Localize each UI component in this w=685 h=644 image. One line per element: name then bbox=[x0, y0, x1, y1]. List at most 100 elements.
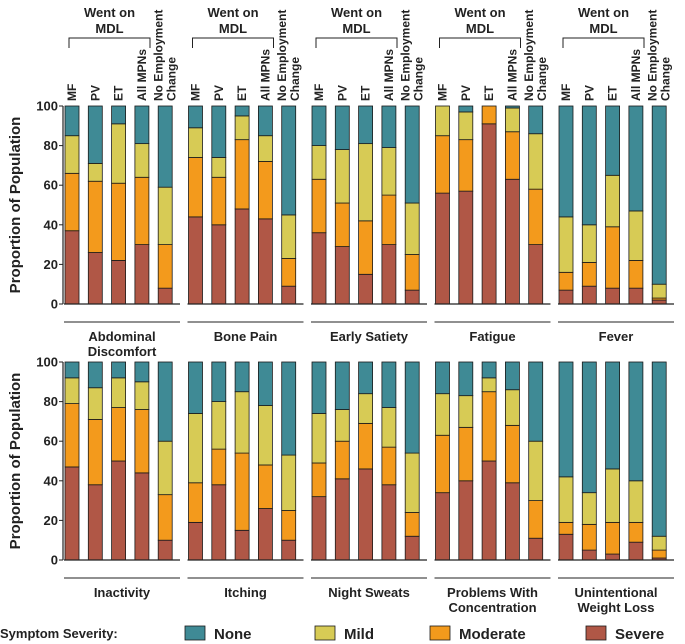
bar-severe-segment bbox=[358, 468, 374, 561]
bar-moderate-segment bbox=[281, 258, 297, 287]
bar-moderate-segment bbox=[404, 512, 420, 537]
bar-severe-segment bbox=[134, 472, 150, 561]
group-header: Went on bbox=[207, 5, 258, 20]
bar-moderate-segment bbox=[528, 188, 544, 246]
bar-moderate-segment bbox=[481, 105, 497, 125]
group-header: Went on bbox=[84, 5, 135, 20]
panel-label: Early Satiety bbox=[330, 329, 409, 344]
category-label: MF bbox=[65, 84, 79, 101]
bar-none-segment bbox=[381, 361, 397, 408]
y-tick-label: 100 bbox=[36, 99, 58, 114]
bar-mild-segment bbox=[528, 440, 544, 502]
bar-none-segment bbox=[211, 361, 227, 402]
bar-none-segment bbox=[257, 105, 273, 137]
bar-mild-segment bbox=[311, 413, 327, 464]
bar-severe-segment bbox=[311, 496, 327, 561]
bar-moderate-segment bbox=[311, 462, 327, 498]
bar-moderate-segment bbox=[605, 226, 620, 289]
bar-none-segment bbox=[558, 361, 574, 478]
bar-moderate-segment bbox=[334, 440, 350, 480]
bar-mild-segment bbox=[334, 149, 350, 204]
bar-moderate-segment bbox=[628, 260, 644, 289]
bar-severe-segment bbox=[334, 478, 350, 561]
bar-none-segment bbox=[504, 105, 520, 109]
bar-severe-segment bbox=[458, 480, 474, 561]
category-label: PV bbox=[459, 85, 473, 101]
bar-severe-segment bbox=[87, 252, 103, 305]
bar-moderate-segment bbox=[188, 157, 203, 218]
y-tick-label: 0 bbox=[51, 297, 58, 312]
bar-none-segment bbox=[87, 105, 103, 164]
bar-none-segment bbox=[188, 361, 203, 414]
bar-none-segment bbox=[157, 105, 173, 188]
bar-mild-segment bbox=[64, 135, 80, 174]
bar-mild-segment bbox=[281, 214, 297, 259]
bar-moderate-segment bbox=[87, 180, 103, 253]
bar-severe-segment bbox=[64, 230, 80, 305]
category-label: Change bbox=[659, 57, 673, 101]
group-header: Went on bbox=[331, 5, 382, 20]
bar-none-segment bbox=[528, 361, 544, 442]
bar-severe-segment bbox=[157, 539, 173, 561]
bar-severe-segment bbox=[504, 178, 520, 305]
group-header: Went on bbox=[454, 5, 505, 20]
bar-severe-segment bbox=[234, 529, 250, 561]
category-label: ET bbox=[482, 85, 496, 101]
bar-mild-segment bbox=[157, 186, 173, 245]
bar-severe-segment bbox=[188, 216, 203, 305]
category-label: No Employment bbox=[399, 10, 413, 101]
bar-none-segment bbox=[651, 105, 667, 285]
bar-severe-segment bbox=[211, 484, 227, 561]
bar-none-segment bbox=[558, 105, 574, 218]
bar-moderate-segment bbox=[481, 391, 497, 462]
bar-mild-segment bbox=[558, 476, 574, 523]
bar-none-segment bbox=[628, 105, 644, 212]
bar-severe-segment bbox=[481, 460, 497, 561]
bar-moderate-segment bbox=[581, 523, 597, 551]
bar-moderate-segment bbox=[281, 510, 297, 541]
bar-none-segment bbox=[581, 361, 597, 494]
bar-mild-segment bbox=[111, 123, 126, 184]
bar-none-segment bbox=[64, 105, 80, 137]
bar-moderate-segment bbox=[334, 202, 350, 247]
bar-none-segment bbox=[111, 361, 126, 379]
bar-moderate-segment bbox=[234, 452, 250, 531]
bar-severe-segment bbox=[605, 553, 620, 561]
bar-moderate-segment bbox=[157, 244, 173, 289]
bar-none-segment bbox=[481, 361, 497, 379]
panel-label: Problems With bbox=[447, 585, 538, 600]
bar-severe-segment bbox=[605, 287, 620, 305]
bar-none-segment bbox=[134, 361, 150, 383]
category-label: PV bbox=[582, 85, 596, 101]
bar-moderate-segment bbox=[504, 424, 520, 484]
bar-moderate-segment bbox=[504, 131, 520, 180]
bar-mild-segment bbox=[504, 107, 520, 133]
y-tick-label: 0 bbox=[51, 553, 58, 568]
bar-none-segment bbox=[358, 361, 374, 395]
bar-moderate-segment bbox=[211, 448, 227, 486]
bar-moderate-segment bbox=[558, 521, 574, 535]
bar-moderate-segment bbox=[404, 254, 420, 291]
bar-mild-segment bbox=[358, 393, 374, 424]
bar-moderate-segment bbox=[358, 422, 374, 470]
group-bracket bbox=[192, 37, 274, 48]
bar-mild-segment bbox=[358, 143, 374, 222]
bar-mild-segment bbox=[64, 377, 80, 404]
category-label: PV bbox=[88, 85, 102, 101]
bar-severe-segment bbox=[134, 244, 150, 305]
bar-none-segment bbox=[234, 361, 250, 393]
y-tick-label: 60 bbox=[44, 434, 58, 449]
bar-severe-segment bbox=[504, 482, 520, 561]
category-label: No Employment bbox=[152, 10, 166, 101]
bar-severe-segment bbox=[581, 285, 597, 305]
panel-label: Abdominal bbox=[88, 329, 155, 344]
bar-moderate-segment bbox=[111, 407, 126, 462]
panel-label: Itching bbox=[224, 585, 267, 600]
category-label: No Employment bbox=[522, 10, 536, 101]
bar-mild-segment bbox=[188, 413, 203, 484]
bar-none-segment bbox=[64, 361, 80, 379]
bar-mild-segment bbox=[651, 283, 667, 299]
bar-moderate-segment bbox=[134, 409, 150, 474]
bar-mild-segment bbox=[435, 393, 450, 436]
